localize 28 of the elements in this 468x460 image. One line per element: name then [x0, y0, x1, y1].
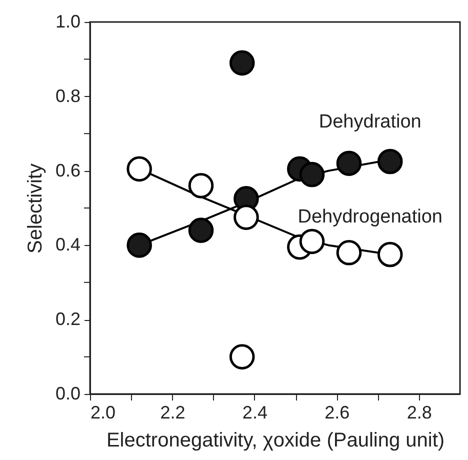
point: [299, 228, 325, 254]
x-axis-title: Electronegativity, χoxide (Pauling unit): [106, 430, 445, 452]
point: [229, 50, 255, 76]
y-tick-label: 0.4: [55, 234, 80, 255]
x-tick-label: 2.0: [90, 402, 116, 422]
y-tick-label: 0.2: [55, 309, 80, 330]
series-label: Dehydrogenation: [298, 206, 442, 228]
point: [336, 240, 362, 266]
point: [377, 242, 403, 268]
y-tick-label: 0.6: [55, 160, 80, 180]
text: Dehydration: [318, 112, 422, 133]
x-tick-label: 2.8: [406, 402, 432, 422]
point: [229, 344, 255, 370]
point: [299, 162, 325, 188]
y-axis-title: Selectivity: [24, 163, 46, 254]
x-tick-label: 2.4: [242, 402, 268, 422]
point: [377, 148, 403, 174]
point: [336, 150, 362, 176]
y-tick-label: 0.0: [55, 384, 80, 404]
y-tick-label: 0.8: [55, 86, 80, 106]
point: [126, 232, 152, 258]
point: [188, 173, 214, 198]
x-tick-label: 2.2: [160, 402, 186, 422]
y-tick-label: 1.0: [55, 12, 80, 32]
point: [126, 156, 152, 182]
x-tick-label: 2.6: [324, 402, 350, 422]
point: [234, 204, 259, 230]
point: [188, 218, 214, 243]
